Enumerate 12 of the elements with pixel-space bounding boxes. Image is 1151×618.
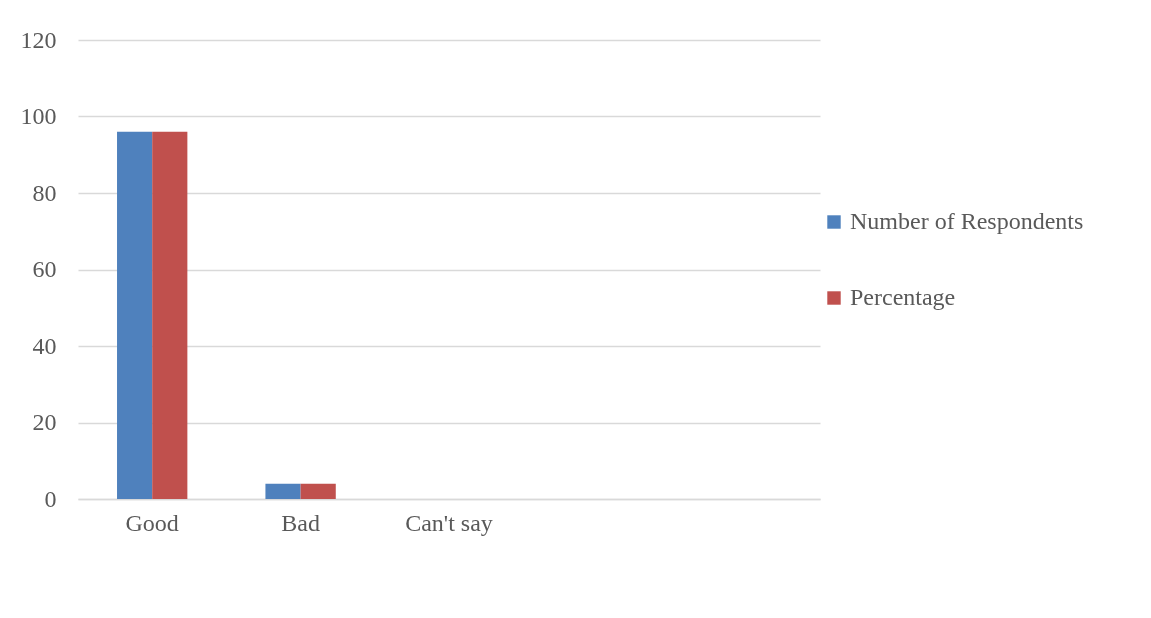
y-tick-label: 60 (32, 256, 57, 282)
y-tick-label: 0 (44, 485, 57, 512)
y-tick-label: 100 (20, 103, 57, 129)
x-tick-label: Bad (281, 509, 320, 536)
y-tick-label: 40 (32, 332, 57, 359)
y-tick-label: 20 (32, 409, 57, 435)
legend-label: Percentage (850, 284, 956, 310)
x-tick-label: Can't say (405, 509, 493, 536)
x-tick-label: Good (125, 509, 179, 536)
legend-label: Number of Respondents (850, 208, 1084, 234)
y-tick-label: 80 (32, 179, 57, 206)
y-tick-label: 120 (20, 26, 57, 53)
